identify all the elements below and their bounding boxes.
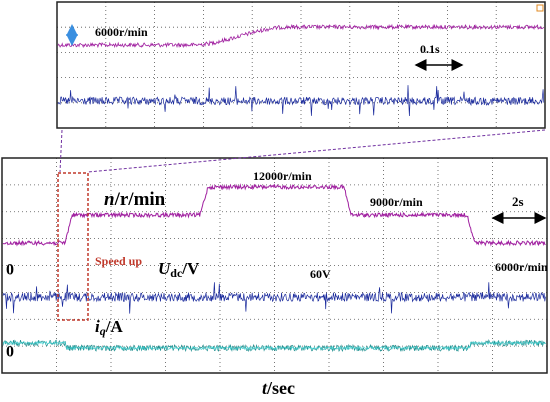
x-axis-label: t/sec [262,378,295,398]
figure: 6000r/min 0.1s n/r/min 12000r/min 9000r/… [0,0,550,402]
symbol: n [104,189,115,210]
speed-high: 12000r/min [253,169,312,183]
zoom-connector [88,130,545,172]
unit: /r/min [114,189,166,210]
highlight-box [58,173,88,320]
symbol: U [158,259,171,278]
marker [537,5,543,11]
grid [2,2,547,373]
speed-mid: 9000r/min [370,195,423,209]
speed-low: 6000r/min [495,260,548,274]
time-scale: 2s [512,194,524,209]
current-axis-label: iq/A [95,317,123,338]
subscript: dc [170,266,183,280]
zero-label: 0 [6,344,14,361]
unit: /sec [266,378,295,398]
speed-label: 6000r/min [95,25,148,39]
speed-axis-label: n/r/min [104,189,166,210]
zoom-connector [60,130,62,172]
trace [58,85,544,116]
zoom-panel [57,2,545,128]
voltage-label: 60V [310,267,331,281]
voltage-axis-label: Udc/V [158,259,200,280]
unit: /V [181,259,200,278]
time-scale: 0.1s [420,42,440,56]
page: {"top_panel": {"speed_label": "6000r/min… [0,0,550,402]
unit: /A [105,317,124,336]
annotation: Speed up [95,254,142,268]
zero-label: 0 [6,262,14,279]
